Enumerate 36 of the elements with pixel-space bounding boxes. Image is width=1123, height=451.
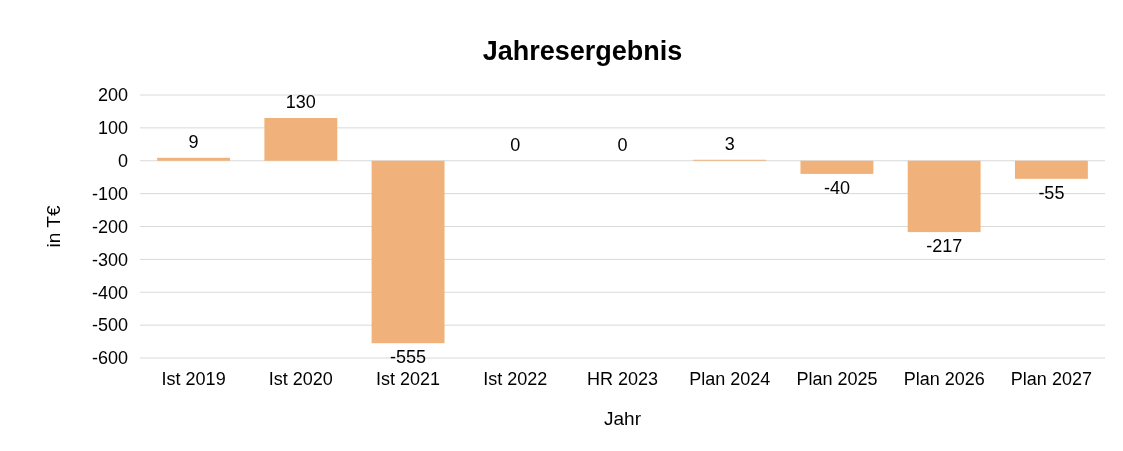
y-axis-title: in T€ — [43, 205, 64, 248]
x-tick-label: Ist 2022 — [483, 368, 548, 389]
y-tick-label: -500 — [91, 315, 128, 336]
x-tick-label: Plan 2027 — [1010, 368, 1092, 389]
bar — [371, 160, 445, 344]
bar — [800, 160, 874, 174]
data-label: -55 — [1038, 182, 1065, 203]
bar — [1014, 160, 1088, 179]
x-axis-title: Jahr — [604, 408, 642, 429]
data-label: 0 — [510, 134, 521, 155]
data-label: 130 — [285, 92, 316, 113]
x-tick-label: Plan 2026 — [903, 368, 985, 389]
x-tick-label: HR 2023 — [586, 368, 659, 389]
data-label: -40 — [823, 177, 850, 198]
data-label: 3 — [724, 133, 735, 154]
x-tick-label: Ist 2019 — [161, 368, 226, 389]
data-label: 9 — [188, 131, 199, 152]
y-tick-label: 100 — [97, 118, 128, 139]
data-label: -555 — [390, 347, 427, 368]
x-tick-label: Plan 2024 — [689, 368, 771, 389]
y-tick-label: -300 — [91, 249, 128, 270]
y-tick-label: -600 — [91, 348, 128, 369]
y-tick-label: -200 — [91, 216, 128, 237]
y-tick-label: 200 — [97, 85, 128, 106]
data-label: -217 — [926, 236, 963, 257]
y-tick-label: 0 — [117, 151, 128, 172]
data-label: 0 — [617, 134, 628, 155]
y-tick-label: -100 — [91, 183, 128, 204]
x-tick-label: Ist 2021 — [376, 368, 441, 389]
chart-title: Jahresergebnis — [482, 36, 683, 66]
y-tick-label: -400 — [91, 282, 128, 303]
bar — [157, 157, 231, 161]
bar — [907, 160, 981, 233]
x-tick-label: Plan 2025 — [796, 368, 878, 389]
x-tick-label: Ist 2020 — [268, 368, 333, 389]
bar — [264, 118, 338, 161]
